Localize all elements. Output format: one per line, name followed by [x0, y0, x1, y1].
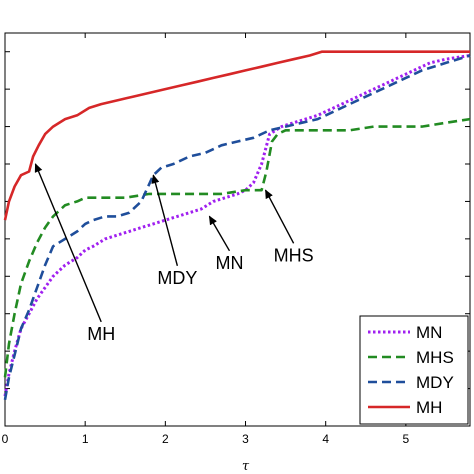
x-tick-label: 0: [2, 432, 9, 446]
axes-box: [4, 32, 471, 427]
series-line-mdy: [3, 54, 471, 401]
x-tick-label: 4: [322, 432, 329, 446]
annotation-label-mhs: MHS: [274, 245, 314, 265]
annotation-arrow-mn: [208, 215, 231, 252]
x-tick-label: 1: [82, 432, 89, 446]
x-tick-label: 5: [403, 432, 410, 446]
annotation-arrow-mdy: [151, 174, 179, 266]
annotation-label-mn: MN: [215, 253, 243, 273]
annotation-arrow-mh: [34, 163, 102, 323]
x-axis-label: τ: [242, 459, 250, 474]
y-axis-ticks: [5, 51, 470, 390]
legend: MN MHS MDY MH: [359, 315, 469, 425]
legend-label-mdy: MDY: [416, 373, 454, 392]
annotation-label-mdy: MDY: [157, 268, 197, 288]
series-line-mh: [3, 50, 470, 221]
annotation-arrow-mhs: [264, 189, 295, 244]
plot-area: 0 1 2 3 4 5 MH MDY MN MHS MN MHS MDY MH: [2, 32, 471, 446]
legend-label-mhs: MHS: [416, 348, 454, 367]
legend-label-mh: MH: [416, 398, 442, 417]
series-line-mn: [3, 54, 471, 397]
annotation-layer: MH MDY MN MHS: [34, 163, 314, 344]
x-tick-label: 3: [242, 432, 249, 446]
x-tick-label: 2: [162, 432, 169, 446]
annotation-label-mh: MH: [87, 324, 115, 344]
series-layer: [3, 50, 471, 401]
legend-label-mn: MN: [416, 323, 442, 342]
x-axis-ticks: 0 1 2 3 4 5: [2, 33, 410, 446]
